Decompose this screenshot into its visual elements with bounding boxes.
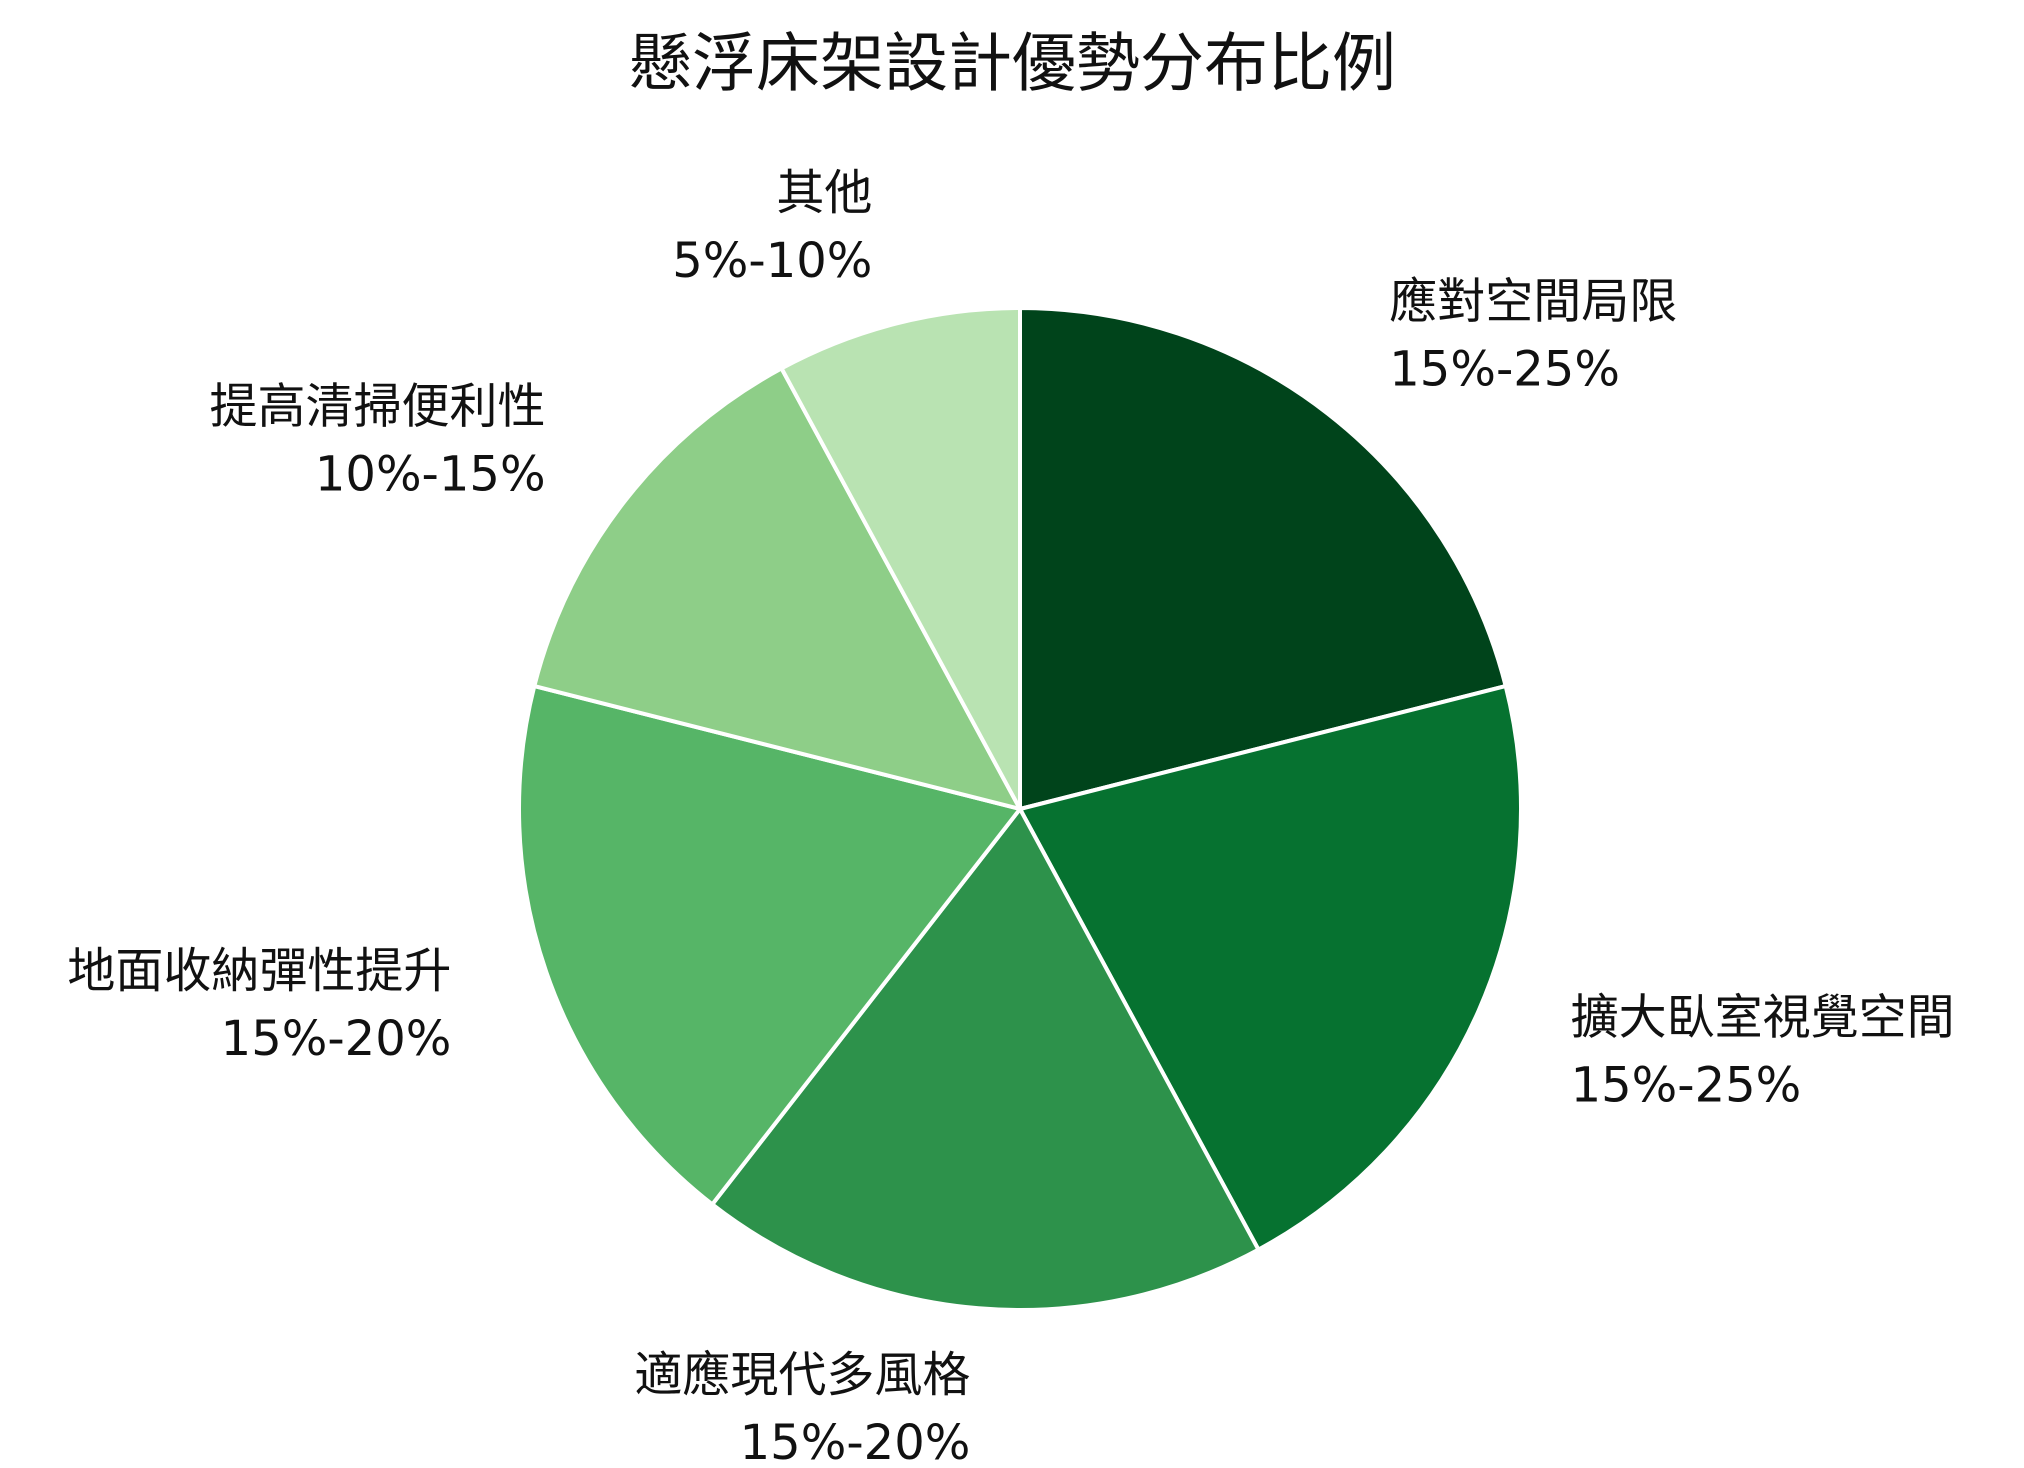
slice-value-label: 15%-25%	[1571, 1057, 1802, 1113]
slice-label: 其他	[776, 165, 872, 221]
slice-label: 擴大臥室視覺空間	[1571, 989, 1955, 1045]
slice-label: 適應現代多風格	[634, 1347, 970, 1403]
slice-value-label: 15%-25%	[1389, 342, 1620, 398]
pie-slice	[778, 305, 1022, 810]
pie-slice	[517, 683, 1024, 1208]
pie-slice	[531, 365, 1024, 813]
slice-value-label: 5%-10%	[672, 233, 872, 289]
slice-value-label: 15%-20%	[221, 1011, 452, 1067]
pie-slice	[1018, 305, 1509, 812]
chart-title: 懸浮床架設計優勢分布比例	[628, 28, 1396, 102]
slice-label: 地面收納彈性提升	[67, 943, 451, 999]
slice-label: 提高清掃便利性	[210, 379, 546, 435]
slice-value-label: 10%-15%	[315, 447, 546, 503]
slice-value-label: 15%-20%	[740, 1415, 971, 1468]
pie-slice	[709, 805, 1262, 1312]
slice-label: 應對空間局限	[1389, 274, 1677, 330]
pie-slice	[1017, 683, 1523, 1253]
